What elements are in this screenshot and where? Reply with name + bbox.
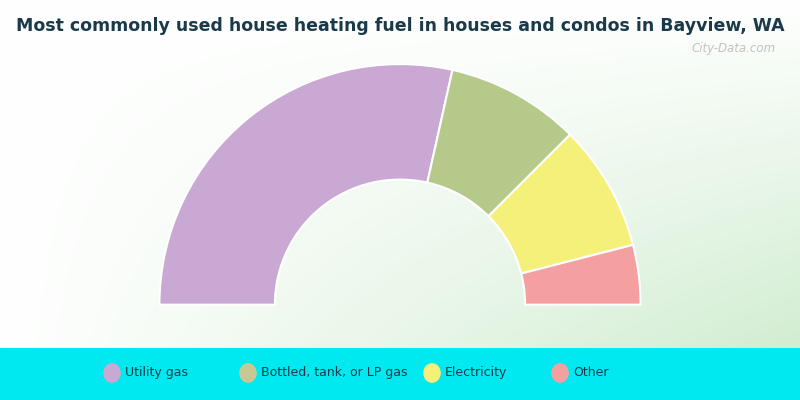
Wedge shape xyxy=(489,134,633,274)
Text: Bottled, tank, or LP gas: Bottled, tank, or LP gas xyxy=(261,366,407,380)
Wedge shape xyxy=(521,245,641,305)
Text: City-Data.com: City-Data.com xyxy=(692,42,776,55)
Wedge shape xyxy=(427,70,570,216)
Text: Other: Other xyxy=(573,366,608,380)
Text: Most commonly used house heating fuel in houses and condos in Bayview, WA: Most commonly used house heating fuel in… xyxy=(16,18,784,36)
Ellipse shape xyxy=(423,363,441,383)
Text: Utility gas: Utility gas xyxy=(125,366,188,380)
Ellipse shape xyxy=(551,363,569,383)
Ellipse shape xyxy=(103,363,121,383)
Text: Electricity: Electricity xyxy=(445,366,507,380)
Wedge shape xyxy=(159,64,453,305)
Ellipse shape xyxy=(239,363,257,383)
